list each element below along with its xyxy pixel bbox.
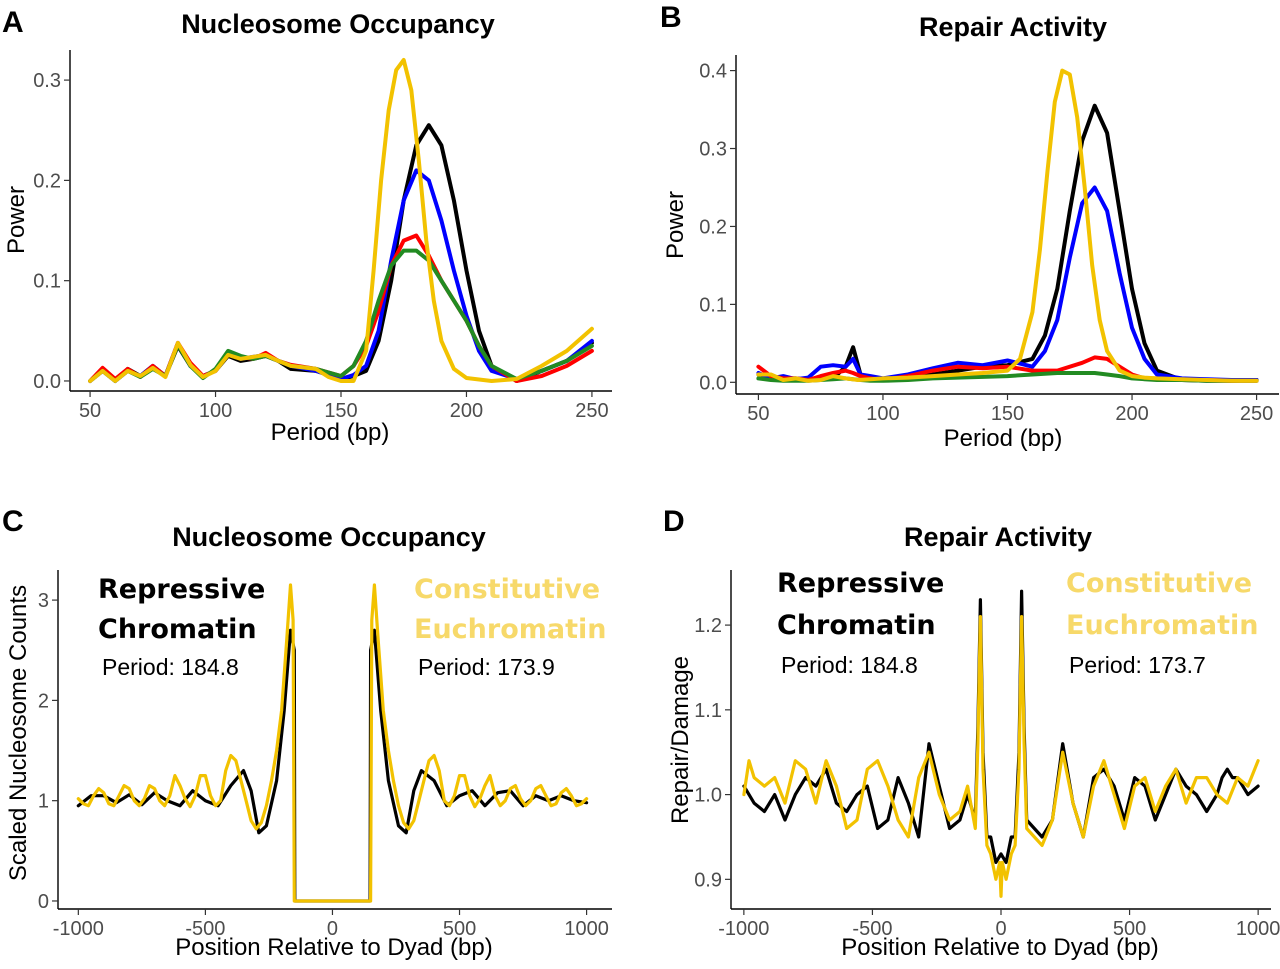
series-line-black (88, 123, 594, 383)
y-tick-label: 1 (38, 791, 49, 813)
x-tick-label: 0 (995, 918, 1006, 940)
x-tick-label: 250 (575, 400, 608, 422)
y-tick-label: 0.3 (699, 139, 727, 161)
x-axis-label: Period (bp) (944, 425, 1063, 452)
y-tick-label: 0.1 (699, 294, 727, 316)
x-axis-label: Period (bp) (271, 419, 390, 446)
panel-letter-d: D (663, 505, 685, 538)
y-tick-label: 0.3 (33, 70, 61, 92)
annotation-left-period: Period: 184.8 (781, 652, 918, 678)
chart-title: Nucleosome Occupancy (172, 522, 486, 552)
y-axis-label: Repair/Damage (667, 656, 694, 824)
y-tick-label: 0.2 (699, 216, 727, 238)
y-tick-label: 1.0 (694, 785, 722, 807)
annotation-right-period: Period: 173.9 (418, 654, 555, 680)
x-tick-label: -500 (185, 918, 225, 940)
x-tick-label: 200 (1115, 403, 1148, 425)
series-line-black (756, 103, 1259, 383)
x-tick-label: 1000 (1236, 918, 1280, 940)
x-tick-label: 50 (79, 400, 101, 422)
series-line-red (88, 233, 594, 383)
x-tick-label: 0 (327, 918, 338, 940)
panel-letter-a: A (2, 6, 24, 39)
y-tick-label: 0.1 (33, 271, 61, 293)
annotation-left-line2: Chromatin (98, 614, 257, 645)
y-tick-label: 2 (38, 690, 49, 712)
annotation-left-line2: Chromatin (777, 610, 936, 641)
annotation-right-line1: Constitutive (1066, 568, 1252, 599)
series-line-constitutive-euchromatin (742, 614, 1260, 898)
y-axis-label: Power (3, 186, 30, 254)
x-tick-label: 500 (443, 918, 476, 940)
chart-title: Repair Activity (904, 522, 1092, 552)
y-tick-label: 1.2 (694, 615, 722, 637)
x-tick-label: -1000 (53, 918, 104, 940)
series-line-yellow (88, 58, 594, 383)
chart-title: Repair Activity (919, 12, 1107, 42)
x-tick-label: 500 (1113, 918, 1146, 940)
x-tick-label: -500 (852, 918, 892, 940)
y-tick-label: 0.2 (33, 170, 61, 192)
y-tick-label: 0.0 (33, 371, 61, 393)
panel-d-chart: Repair Activity Position Relative to Dya… (667, 522, 1280, 961)
y-axis-label: Power (662, 191, 689, 259)
chart-title: Nucleosome Occupancy (181, 9, 495, 39)
annotation-right-line2: Euchromatin (1066, 610, 1259, 641)
annotation-left-line1: Repressive (98, 574, 265, 605)
panel-b-chart: Repair Activity Period (bp) Power 50 100 1… (662, 12, 1279, 452)
series-line-yellow (756, 68, 1259, 383)
y-tick-label: 3 (38, 590, 49, 612)
annotation-left-line1: Repressive (777, 568, 944, 599)
panel-letter-b: B (660, 1, 682, 34)
y-tick-label: 1.1 (694, 700, 722, 722)
annotation-right-line2: Euchromatin (414, 614, 607, 645)
y-tick-label: 0.0 (699, 372, 727, 394)
x-tick-label: 250 (1240, 403, 1273, 425)
series-line-constitutive-euchromatin (76, 583, 589, 903)
y-tick-label: 0.9 (694, 869, 722, 891)
x-tick-label: 100 (866, 403, 899, 425)
x-axis-label: Position Relative to Dyad (bp) (841, 934, 1158, 961)
x-axis-label: Position Relative to Dyad (bp) (175, 934, 492, 961)
y-tick-label: 0.4 (699, 61, 727, 83)
series-line-blue (88, 168, 594, 383)
annotation-right-period: Period: 173.7 (1069, 652, 1206, 678)
annotation-right-line1: Constitutive (414, 574, 600, 605)
panel-letter-c: C (2, 505, 24, 538)
y-axis-label: Scaled Nucleosome Counts (5, 585, 32, 881)
panel-a-chart: Nucleosome Occupancy Period (bp) Power 5… (3, 9, 612, 446)
y-tick-label: 0 (38, 891, 49, 913)
x-tick-label: -1000 (718, 918, 769, 940)
x-tick-label: 150 (991, 403, 1024, 425)
series-line-green (88, 248, 594, 383)
x-tick-label: 1000 (564, 918, 609, 940)
x-tick-label: 50 (747, 403, 769, 425)
panel-c-chart: Nucleosome Occupancy Position Relative t… (5, 522, 612, 961)
x-tick-label: 100 (199, 400, 232, 422)
x-tick-label: 200 (450, 400, 483, 422)
x-tick-label: 150 (324, 400, 357, 422)
annotation-left-period: Period: 184.8 (102, 654, 239, 680)
series-line-blue (756, 185, 1259, 382)
